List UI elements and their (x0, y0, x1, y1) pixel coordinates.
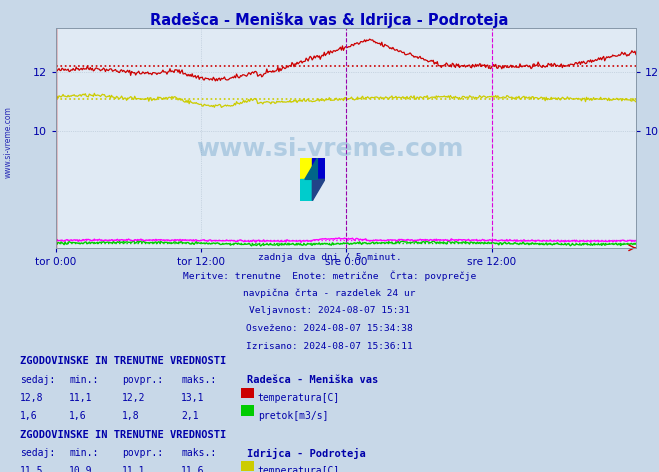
Text: Osveženo: 2024-08-07 15:34:38: Osveženo: 2024-08-07 15:34:38 (246, 324, 413, 333)
Text: sedaj:: sedaj: (20, 375, 55, 385)
Text: zadnja dva dni / 5 minut.: zadnja dva dni / 5 minut. (258, 253, 401, 261)
Text: ZGODOVINSKE IN TRENUTNE VREDNOSTI: ZGODOVINSKE IN TRENUTNE VREDNOSTI (20, 356, 226, 366)
Text: 11,1: 11,1 (122, 466, 146, 472)
Text: 12,2: 12,2 (122, 393, 146, 403)
Polygon shape (305, 158, 318, 179)
Text: Idrijca - Podroteja: Idrijca - Podroteja (247, 448, 366, 459)
Text: 10,9: 10,9 (69, 466, 93, 472)
Text: min.:: min.: (69, 375, 99, 385)
Polygon shape (312, 179, 325, 201)
Text: povpr.:: povpr.: (122, 375, 163, 385)
Text: www.si-vreme.com: www.si-vreme.com (3, 106, 13, 177)
Text: ZGODOVINSKE IN TRENUTNE VREDNOSTI: ZGODOVINSKE IN TRENUTNE VREDNOSTI (20, 430, 226, 439)
Text: maks.:: maks.: (181, 448, 216, 458)
Text: 11,5: 11,5 (20, 466, 43, 472)
Text: Radešca - Meniška vas: Radešca - Meniška vas (247, 375, 378, 385)
Text: Radešca - Meniška vas & Idrijca - Podroteja: Radešca - Meniška vas & Idrijca - Podrot… (150, 12, 509, 28)
Text: 1,8: 1,8 (122, 411, 140, 421)
Text: navpična črta - razdelek 24 ur: navpična črta - razdelek 24 ur (243, 288, 416, 298)
Text: 2,1: 2,1 (181, 411, 199, 421)
Text: 11,6: 11,6 (181, 466, 205, 472)
Text: 12,8: 12,8 (20, 393, 43, 403)
Text: Izrisano: 2024-08-07 15:36:11: Izrisano: 2024-08-07 15:36:11 (246, 342, 413, 351)
Text: Meritve: trenutne  Enote: metrične  Črta: povprečje: Meritve: trenutne Enote: metrične Črta: … (183, 270, 476, 281)
Text: 11,1: 11,1 (69, 393, 93, 403)
Text: povpr.:: povpr.: (122, 448, 163, 458)
Text: 1,6: 1,6 (20, 411, 38, 421)
Text: min.:: min.: (69, 448, 99, 458)
Text: maks.:: maks.: (181, 375, 216, 385)
Text: pretok[m3/s]: pretok[m3/s] (258, 411, 328, 421)
Bar (312, 158, 325, 179)
Text: Veljavnost: 2024-08-07 15:31: Veljavnost: 2024-08-07 15:31 (249, 306, 410, 315)
Text: www.si-vreme.com: www.si-vreme.com (196, 137, 463, 160)
Text: 1,6: 1,6 (69, 411, 87, 421)
Bar (300, 158, 312, 179)
Text: temperatura[C]: temperatura[C] (258, 466, 340, 472)
Text: sedaj:: sedaj: (20, 448, 55, 458)
Text: temperatura[C]: temperatura[C] (258, 393, 340, 403)
Bar (300, 179, 312, 201)
Text: 13,1: 13,1 (181, 393, 205, 403)
